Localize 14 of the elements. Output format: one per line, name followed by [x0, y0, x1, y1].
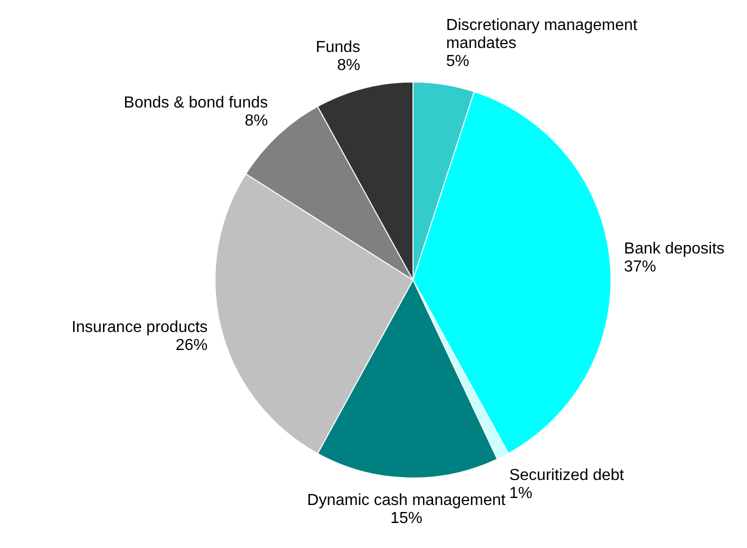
data-label: 37% [624, 258, 656, 276]
data-label: 1% [509, 484, 532, 502]
data-label: 5% [446, 52, 470, 70]
slice-label: Dynamic cash management [307, 492, 506, 509]
slice-label: Bank deposits [624, 240, 725, 258]
slice-label: Securitized debt [509, 466, 625, 484]
data-label: 26% [176, 337, 208, 354]
data-label: 8% [337, 57, 360, 74]
slice-label: Funds [316, 39, 360, 56]
slice-label: Bonds & bond funds [124, 94, 268, 112]
data-label: 8% [244, 112, 268, 130]
data-label: 15% [390, 510, 422, 527]
slice-label: Insurance products [72, 319, 208, 336]
slice-label: Discretionary management mandates [446, 16, 638, 52]
